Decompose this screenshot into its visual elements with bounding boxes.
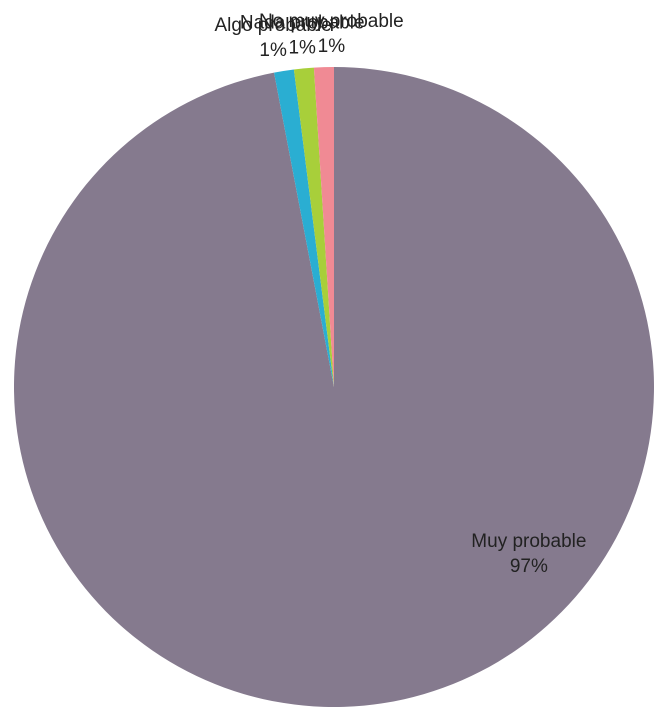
pie-slices <box>14 67 655 707</box>
slice-percent-muy-probable: 97% <box>510 556 548 577</box>
slice-label-no-muy-probable: No muy probable <box>259 11 404 32</box>
slice-percent-algo-probable: 1% <box>259 40 287 61</box>
pie-slice-no-muy-probable <box>313 67 334 387</box>
pie-slice-muy-probable <box>14 67 655 707</box>
pie-slice-algo-probable <box>274 69 334 388</box>
slice-label-algo-probable: Algo probable <box>214 15 331 36</box>
pie-slice-nada-probable <box>293 67 334 388</box>
slice-percent-no-muy-probable: 1% <box>318 36 346 57</box>
slice-label-nada-probable: Nada probable <box>240 13 365 34</box>
slice-label-muy-probable: Muy probable <box>471 531 586 552</box>
slice-percent-nada-probable: 1% <box>288 38 316 59</box>
